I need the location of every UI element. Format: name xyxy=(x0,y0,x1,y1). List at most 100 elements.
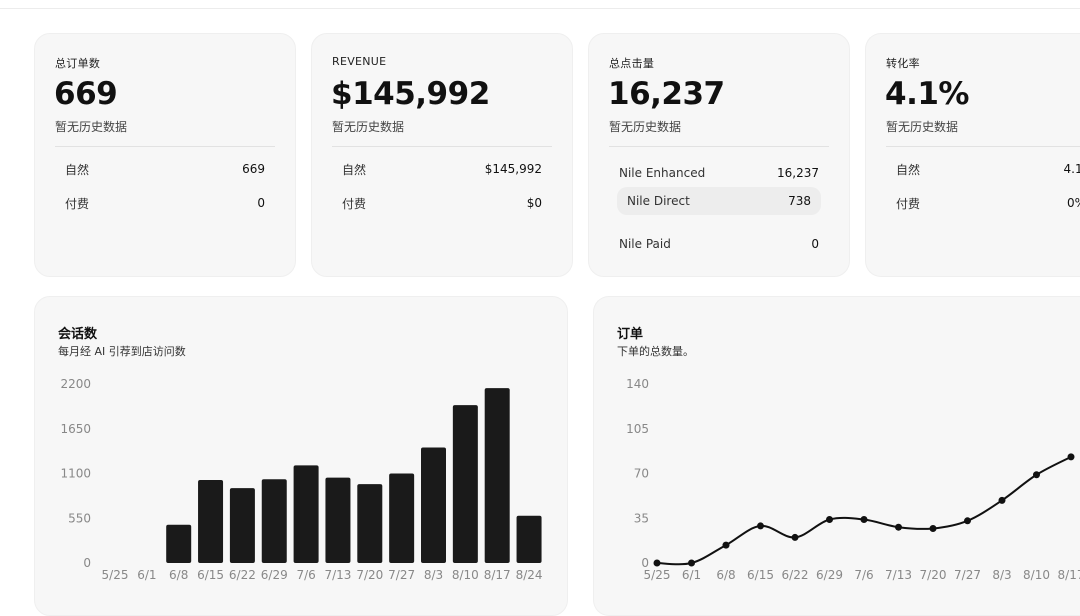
kpi-value: 669 xyxy=(54,76,117,112)
x-tick-label: 6/15 xyxy=(197,568,224,582)
kpi-card-revenue: REVENUE $145,992 暂无历史数据 自然 $145,992 付费 $… xyxy=(311,33,573,277)
bar xyxy=(389,474,414,564)
data-point xyxy=(1033,471,1040,478)
x-tick-label: 6/29 xyxy=(816,568,843,582)
row-label: Nile Paid xyxy=(619,237,671,251)
data-point xyxy=(723,542,730,549)
x-tick-label: 6/8 xyxy=(716,568,735,582)
row-label: Nile Direct xyxy=(627,194,690,208)
x-tick-label: 7/27 xyxy=(388,568,415,582)
row-value: 738 xyxy=(788,194,811,208)
data-point xyxy=(895,524,902,531)
row-label: 付费 xyxy=(896,195,920,212)
data-point xyxy=(688,560,695,567)
x-tick-label: 7/13 xyxy=(885,568,912,582)
divider xyxy=(55,146,275,147)
x-tick-label: 8/10 xyxy=(452,568,479,582)
bar xyxy=(357,484,382,563)
bar xyxy=(325,478,350,563)
row-label: 自然 xyxy=(342,161,366,178)
data-point xyxy=(964,517,971,524)
breakdown-row-paid: 付费 0 xyxy=(55,189,275,217)
kpi-history-note: 暂无历史数据 xyxy=(55,118,127,135)
x-tick-label: 6/1 xyxy=(682,568,701,582)
x-tick-label: 8/17 xyxy=(1058,568,1080,582)
kpi-history-note: 暂无历史数据 xyxy=(609,118,681,135)
row-label: 付费 xyxy=(65,195,89,212)
row-label: 自然 xyxy=(896,161,920,178)
row-value: 4.1% xyxy=(1064,162,1080,176)
divider xyxy=(609,146,829,147)
breakdown-row-organic: 自然 669 xyxy=(55,155,275,183)
breakdown-row-paid: 付费 0% xyxy=(886,189,1080,217)
data-point xyxy=(826,516,833,523)
y-tick-label: 105 xyxy=(626,422,649,436)
y-tick-label: 140 xyxy=(626,377,649,391)
y-tick-label: 2200 xyxy=(60,377,91,391)
x-tick-label: 6/8 xyxy=(169,568,188,582)
kpi-label: 总点击量 xyxy=(609,55,654,71)
x-tick-label: 6/29 xyxy=(261,568,288,582)
data-point xyxy=(861,516,868,523)
orders-line xyxy=(657,457,1071,564)
data-point xyxy=(792,534,799,541)
kpi-history-note: 暂无历史数据 xyxy=(332,118,404,135)
bar xyxy=(166,525,191,563)
x-tick-label: 7/20 xyxy=(356,568,383,582)
kpi-value: 16,237 xyxy=(608,76,725,112)
y-tick-label: 70 xyxy=(634,467,649,481)
kpi-card-conversion-rate: 转化率 4.1% 暂无历史数据 自然 4.1% 付费 0% xyxy=(865,33,1080,277)
kpi-value: 4.1% xyxy=(885,76,969,112)
row-label: Nile Enhanced xyxy=(619,166,705,180)
data-point xyxy=(1068,453,1075,460)
data-point xyxy=(757,522,764,529)
kpi-label: REVENUE xyxy=(332,55,386,68)
x-tick-label: 7/6 xyxy=(854,568,873,582)
row-label: 自然 xyxy=(65,161,89,178)
breakdown-row-organic: 自然 $145,992 xyxy=(332,155,552,183)
row-label: 付费 xyxy=(342,195,366,212)
y-tick-label: 1650 xyxy=(60,422,91,436)
kpi-card-total-clicks: 总点击量 16,237 暂无历史数据 Nile Enhanced 16,237 … xyxy=(588,33,850,277)
data-point xyxy=(999,497,1006,504)
row-value: 0 xyxy=(257,196,265,210)
bar xyxy=(517,516,542,563)
row-value: 669 xyxy=(242,162,265,176)
bar xyxy=(294,465,319,563)
breakdown-row-nile-paid[interactable]: Nile Paid 0 xyxy=(609,230,829,258)
x-tick-label: 5/25 xyxy=(102,568,129,582)
y-tick-label: 1100 xyxy=(60,467,91,481)
bar xyxy=(421,447,446,563)
divider xyxy=(332,146,552,147)
x-tick-label: 6/22 xyxy=(782,568,809,582)
bar xyxy=(262,479,287,563)
x-tick-label: 7/13 xyxy=(324,568,351,582)
x-tick-label: 8/10 xyxy=(1023,568,1050,582)
x-tick-label: 6/1 xyxy=(137,568,156,582)
breakdown-row-nile-direct[interactable]: Nile Direct 738 xyxy=(617,187,821,215)
kpi-value: $145,992 xyxy=(331,76,490,112)
bar xyxy=(198,480,223,563)
breakdown-row-organic: 自然 4.1% xyxy=(886,155,1080,183)
row-value: $145,992 xyxy=(485,162,542,176)
breakdown-row-paid: 付费 $0 xyxy=(332,189,552,217)
row-value: 16,237 xyxy=(777,166,819,180)
top-divider xyxy=(0,8,1080,9)
bar xyxy=(453,405,478,563)
row-value: $0 xyxy=(527,196,542,210)
y-tick-label: 35 xyxy=(634,511,649,525)
kpi-card-total-orders: 总订单数 669 暂无历史数据 自然 669 付费 0 xyxy=(34,33,296,277)
data-point xyxy=(930,525,937,532)
row-value: 0 xyxy=(811,237,819,251)
x-tick-label: 6/22 xyxy=(229,568,256,582)
bar xyxy=(230,488,255,563)
breakdown-row-nile-enhanced[interactable]: Nile Enhanced 16,237 xyxy=(609,159,829,187)
divider xyxy=(886,146,1080,147)
bar xyxy=(485,388,510,563)
x-tick-label: 8/3 xyxy=(424,568,443,582)
y-tick-label: 550 xyxy=(68,511,91,525)
x-tick-label: 7/6 xyxy=(296,568,315,582)
